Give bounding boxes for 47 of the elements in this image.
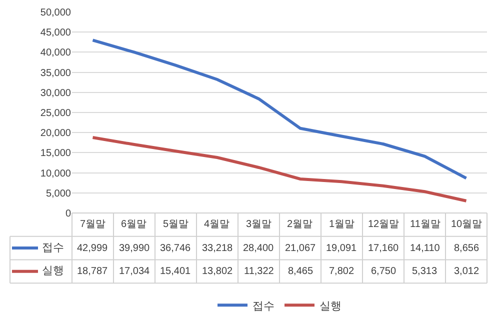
legend-label: 실행	[42, 265, 64, 277]
x-tick-label: 12월말	[368, 219, 400, 230]
data-label: 15,401	[160, 266, 192, 277]
y-tick-label: 50,000	[40, 8, 72, 18]
line-series	[91, 38, 468, 180]
y-tick-label: 5,000	[46, 188, 72, 200]
data-label: 13,802	[202, 266, 234, 277]
data-label: 5,313	[412, 266, 438, 277]
data-label: 3,012	[454, 266, 480, 277]
data-label: 6,750	[371, 266, 396, 277]
data-label: 8,465	[288, 266, 314, 277]
x-tick-label: 3월말	[246, 219, 272, 230]
y-tick-label: 40,000	[40, 48, 72, 59]
y-tick-label: 30,000	[40, 88, 72, 99]
y-tick-label: 0	[65, 208, 72, 220]
x-tick-label: 11월말	[410, 219, 440, 230]
text: 접수	[252, 300, 274, 312]
x-tick-label: 5월말	[163, 219, 189, 230]
data-label: 21,067	[285, 243, 316, 254]
data-label: 42,999	[77, 243, 108, 254]
data-label: 28,400	[243, 243, 274, 254]
data-label: 36,746	[160, 243, 192, 254]
y-tick-label: 20,000	[40, 128, 72, 140]
data-label: 11,322	[244, 266, 274, 277]
data-label: 14,110	[410, 243, 440, 254]
data-label: 8,656	[454, 243, 480, 254]
x-tick-label: 1월말	[329, 219, 355, 230]
data-label: 19,091	[326, 243, 358, 254]
data-label: 18,787	[77, 266, 108, 277]
x-tick-label: 2월말	[287, 219, 313, 230]
y-tick-label: 10,000	[40, 168, 72, 180]
text: 실행	[320, 300, 342, 312]
data-label: 17,160	[368, 243, 400, 254]
y-tick-label: 35,000	[40, 68, 72, 79]
y-tick-label: 15,000	[40, 148, 72, 160]
x-tick-label: 4월말	[204, 219, 230, 230]
data-label: 7,802	[329, 266, 354, 277]
y-tick-label: 25,000	[40, 108, 72, 119]
x-tick-label: 6월말	[121, 219, 147, 230]
y-tick-label: 45,000	[40, 28, 72, 39]
data-label: 17,034	[119, 266, 150, 277]
x-tick-label: 7월말	[80, 219, 106, 230]
line-series	[91, 136, 468, 202]
legend-label: 접수	[42, 242, 64, 254]
x-tick-label: 10월말	[451, 219, 482, 230]
data-label: 39,990	[119, 243, 150, 254]
data-label: 33,218	[202, 243, 234, 254]
